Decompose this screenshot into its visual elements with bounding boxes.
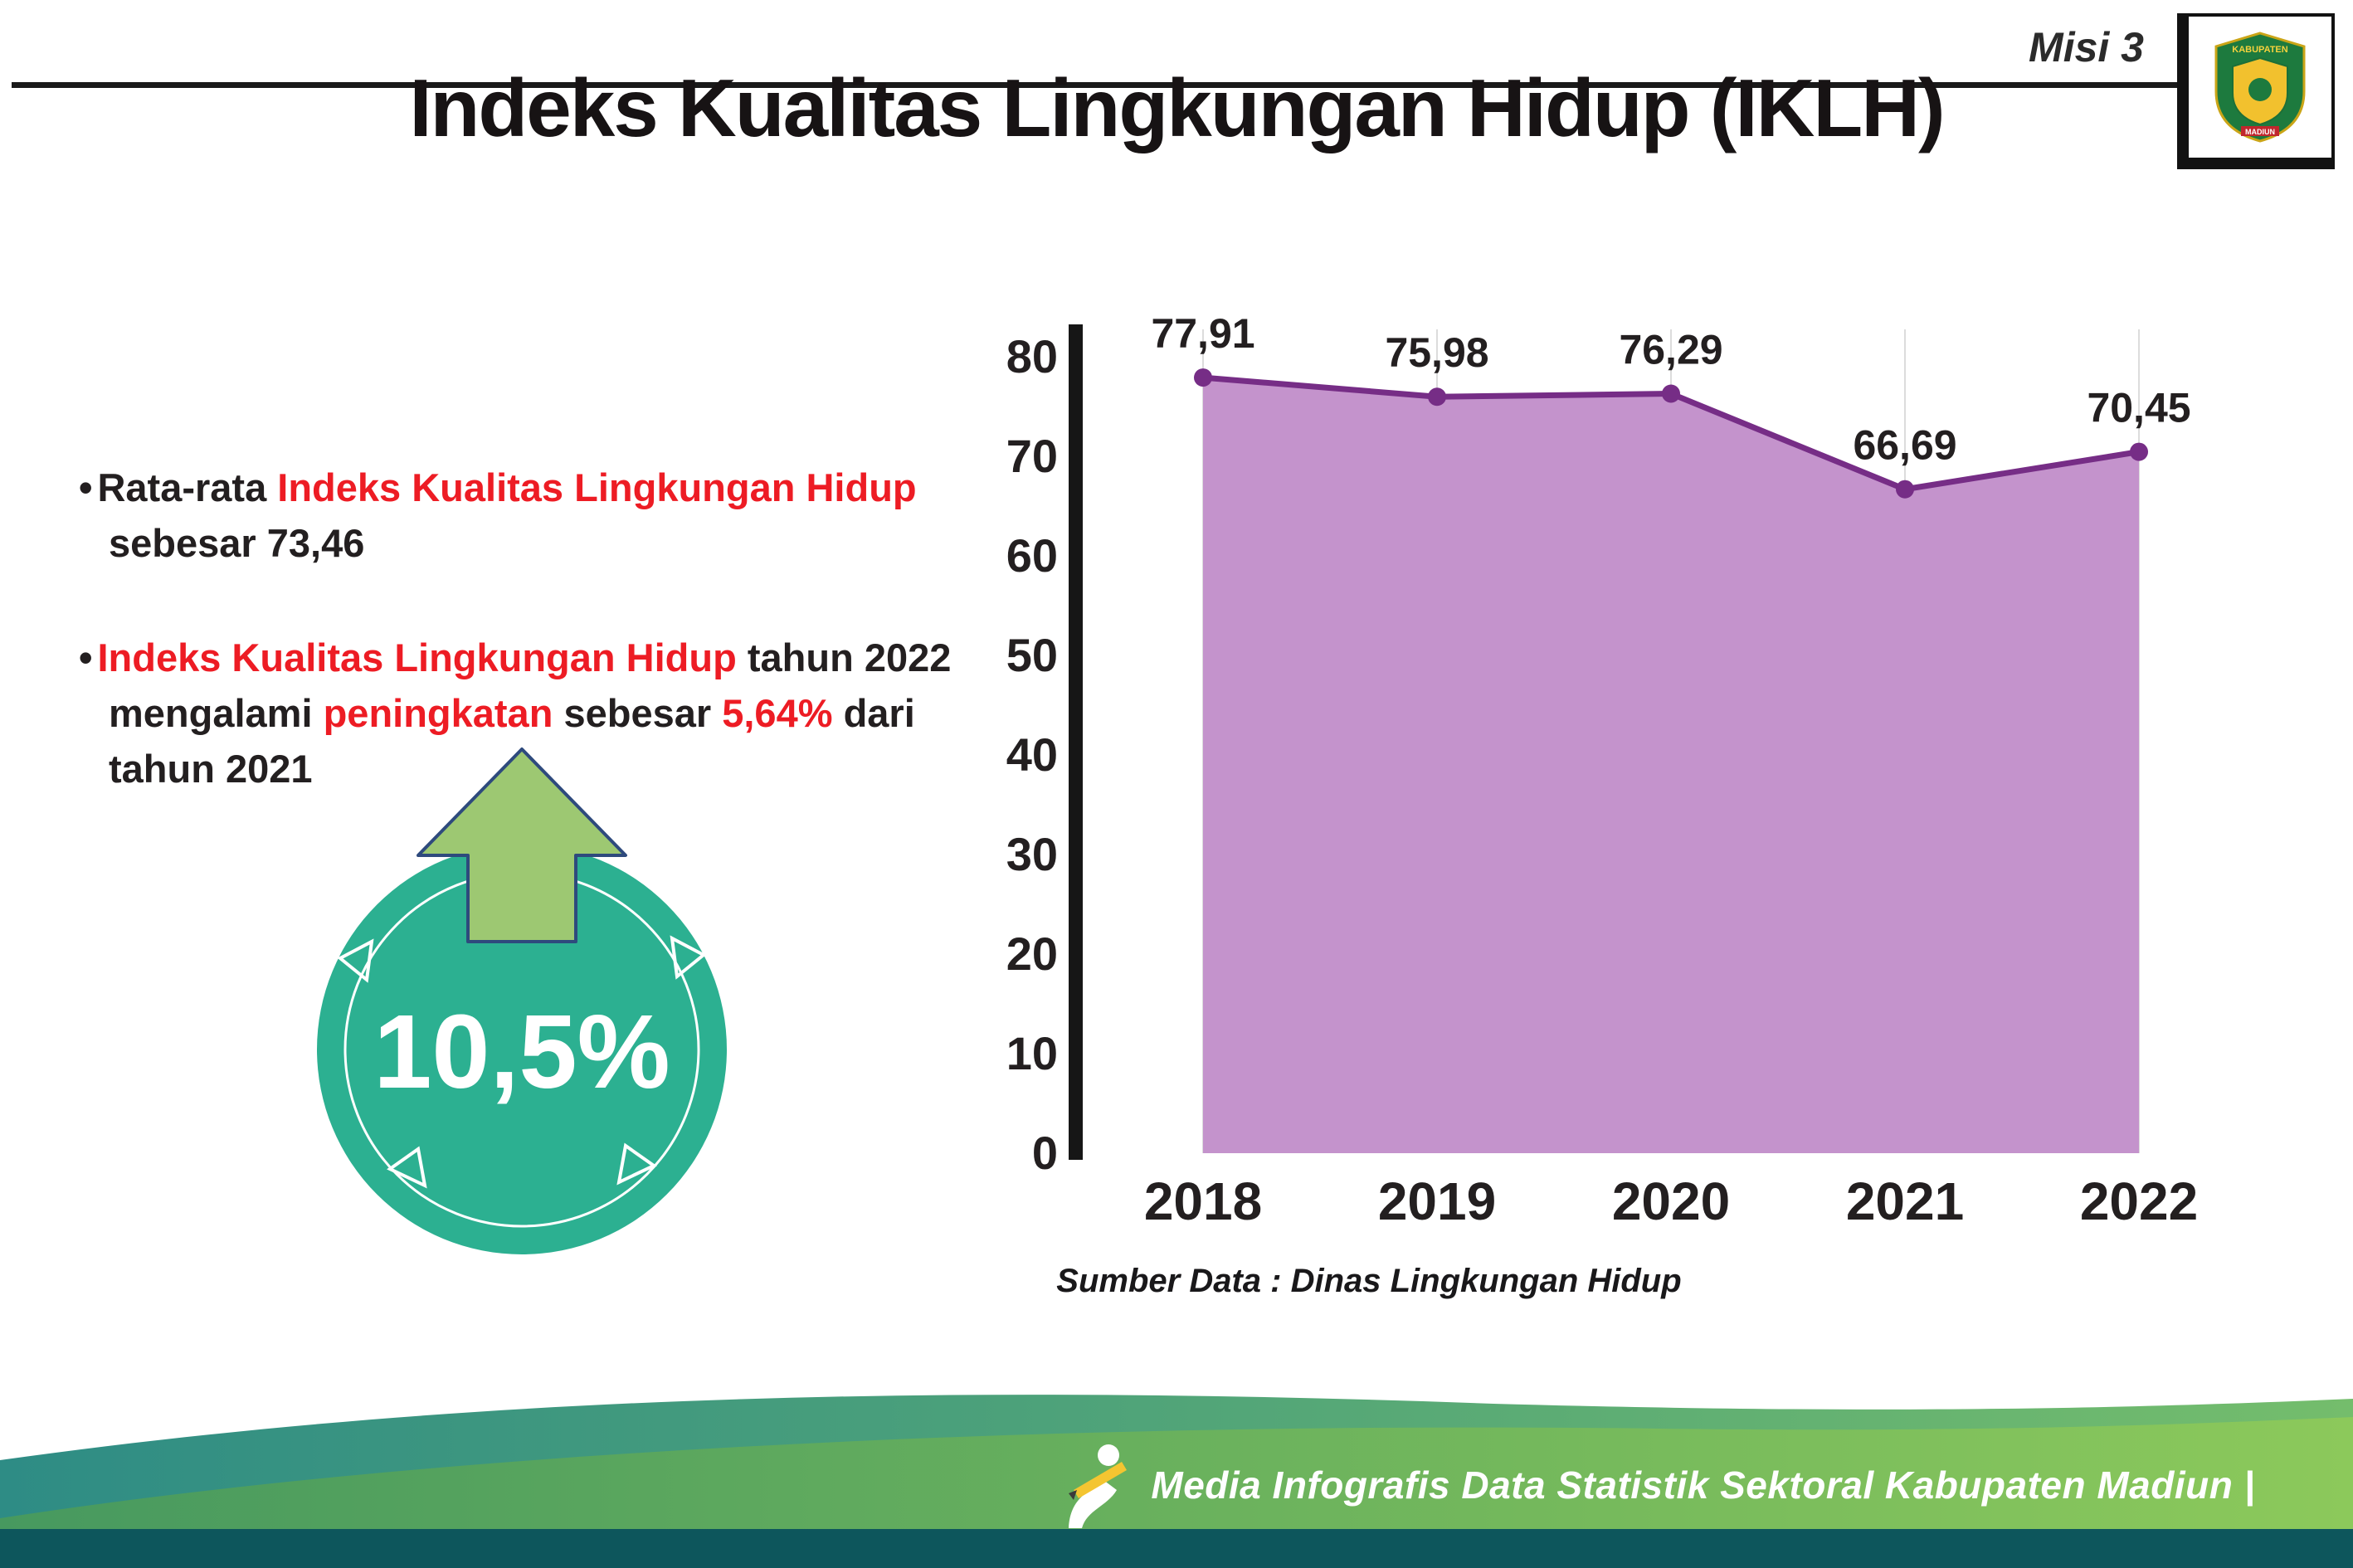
data-point (1896, 480, 1914, 499)
data-point (1194, 368, 1212, 387)
y-tick-label: 30 (1006, 828, 1058, 880)
x-tick-label: 2018 (1144, 1171, 1262, 1231)
text-segment: peningkatan (323, 691, 553, 736)
y-axis (1069, 324, 1083, 1160)
up-arrow-icon (417, 747, 627, 943)
badge-value: 10,5% (373, 993, 670, 1110)
bullet-item-increase: Indeks Kualitas Lingkungan Hidup tahun 2… (79, 631, 991, 796)
text-segment: dari tahun 2021 (109, 691, 915, 791)
area-fill (1203, 377, 2139, 1153)
y-tick-label: 40 (1006, 728, 1058, 781)
y-tick-label: 10 (1006, 1027, 1058, 1079)
y-tick-label: 60 (1006, 529, 1058, 582)
crest-top-text: KABUPATEN (2232, 45, 2287, 55)
kabupaten-madiun-logo: KABUPATEN MADIUN (2177, 13, 2335, 169)
header-rule (12, 82, 2179, 88)
x-tick-label: 2020 (1612, 1171, 1730, 1231)
text-segment: Indeks Kualitas Lingkungan Hidup (277, 465, 917, 509)
data-point (1662, 384, 1680, 403)
text-segment: 5,64% (722, 691, 833, 736)
iklh-chart: 77,91 75,98 76,29 66,69 70,45 0 10 20 30 40 50 60 70… (1006, 310, 2198, 1231)
chart-source-note: Sumber Data : Dinas Lingkungan Hidup (1056, 1263, 1682, 1299)
x-tick-label: 2021 (1846, 1171, 1964, 1231)
tick-mark-icon (387, 1146, 427, 1189)
footer-caption: Media Infografis Data Statistik Sektoral… (1151, 1463, 2255, 1507)
data-label: 77,91 (1151, 310, 1254, 357)
text-segment: tahun 2022 mengalami (109, 635, 952, 736)
text-segment: sebesar (553, 691, 723, 736)
text-segment: sebesar 73,46 (109, 520, 365, 565)
data-label: 70,45 (2087, 385, 2190, 431)
tick-mark-icon (337, 938, 374, 983)
data-label: 76,29 (1619, 327, 1722, 373)
crest-emblem (2248, 78, 2272, 101)
y-tick-label: 70 (1006, 430, 1058, 482)
data-point (1428, 387, 1446, 407)
text-segment: Rata-rata (97, 465, 278, 509)
y-tick-label: 80 (1006, 330, 1058, 382)
increase-badge-graphic: 10,5% (317, 747, 727, 1254)
crest-bottom-text: MADIUN (2245, 128, 2275, 136)
tick-mark-icon (670, 935, 707, 980)
page-title: Indeks Kualitas Lingkungan Hidup (IKLH) (409, 62, 1945, 153)
tick-mark-icon (616, 1142, 657, 1186)
data-label: 66,69 (1853, 422, 1956, 469)
data-point (2130, 442, 2148, 461)
x-tick-label: 2022 (2080, 1171, 2198, 1231)
y-tick-label: 20 (1006, 928, 1058, 980)
text-segment: Indeks Kualitas Lingkungan Hidup (97, 635, 737, 680)
writer-icon (1069, 1444, 1128, 1528)
footer: Media Infografis Data Statistik Sektoral… (0, 1336, 2353, 1568)
kabupaten-madiun-crest-icon: KABUPATEN MADIUN (2214, 32, 2306, 143)
increase-badge: 10,5% (317, 741, 732, 1259)
misi-label: Misi 3 (2029, 24, 2144, 71)
footer-strip (0, 1529, 2353, 1568)
y-tick-label: 0 (1032, 1127, 1058, 1179)
y-tick-label: 50 (1006, 629, 1058, 681)
x-tick-label: 2019 (1378, 1171, 1496, 1231)
data-label: 75,98 (1385, 329, 1488, 376)
footer-waves (0, 1395, 2353, 1568)
footer-content: Media Infografis Data Statistik Sektoral… (1057, 1442, 2255, 1528)
bullet-list: Rata-rata Indeks Kualitas Lingkungan Hid… (79, 460, 991, 857)
bullet-item-average: Rata-rata Indeks Kualitas Lingkungan Hid… (79, 460, 991, 571)
crest-ribbon (2241, 126, 2279, 136)
